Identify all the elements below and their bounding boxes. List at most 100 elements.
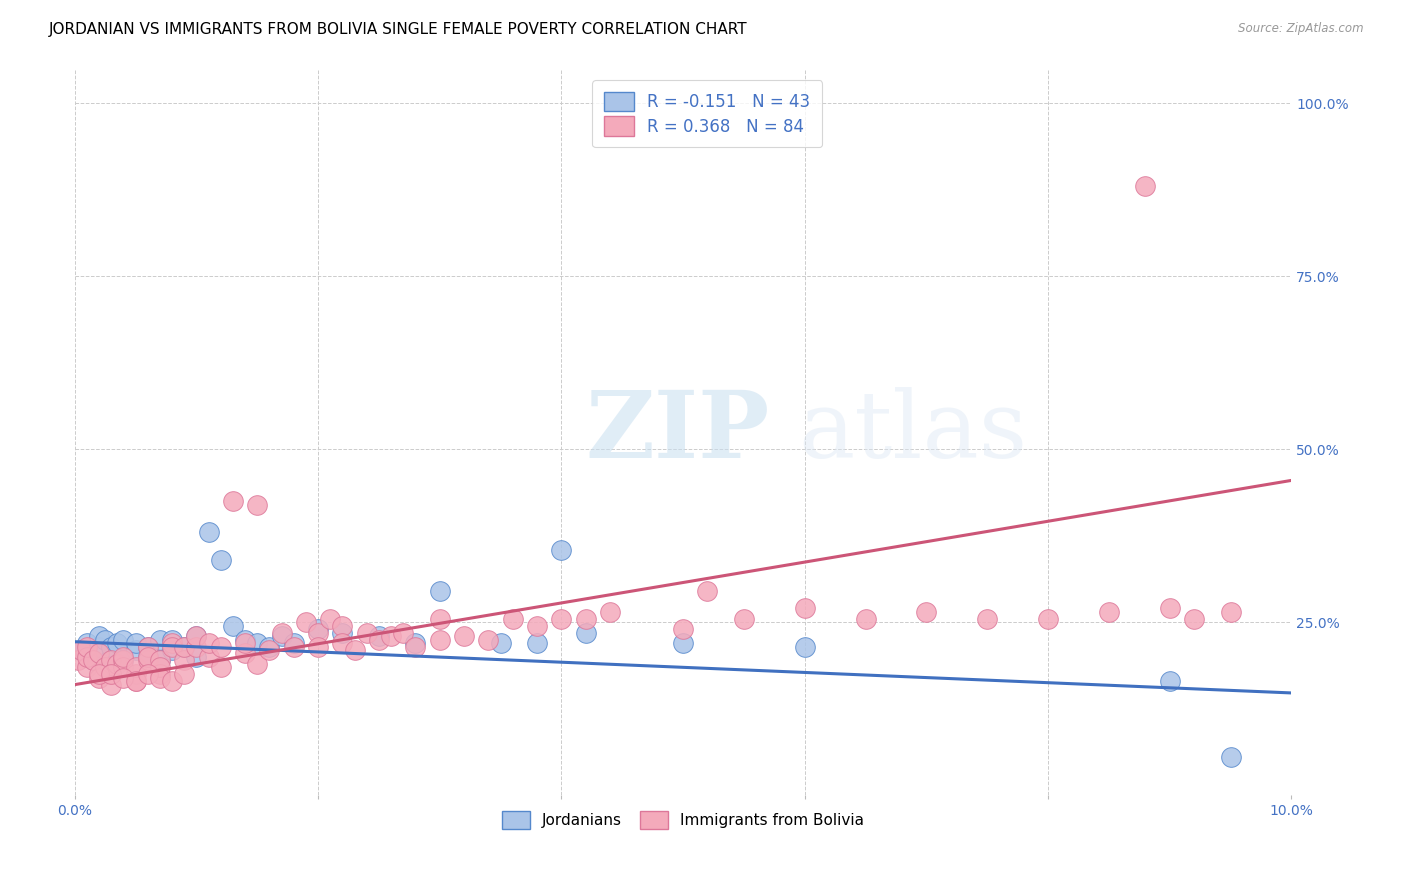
Point: [1219, 605, 1241, 619]
Point: [186, 649, 208, 664]
Text: ZIP: ZIP: [586, 387, 770, 477]
Point: [270, 625, 292, 640]
Point: [599, 605, 621, 619]
Text: atlas: atlas: [799, 387, 1028, 477]
Point: [112, 649, 135, 664]
Point: [160, 643, 183, 657]
Point: [82, 653, 104, 667]
Point: [87, 640, 110, 654]
Point: [124, 660, 146, 674]
Point: [246, 498, 269, 512]
Point: [209, 553, 232, 567]
Point: [429, 584, 451, 599]
Point: [100, 640, 122, 654]
Point: [100, 667, 122, 681]
Point: [94, 632, 117, 647]
Point: [136, 649, 159, 664]
Point: [173, 667, 195, 681]
Point: [1135, 179, 1157, 194]
Point: [112, 653, 135, 667]
Point: [173, 640, 195, 654]
Point: [404, 640, 426, 654]
Point: [392, 625, 415, 640]
Point: [136, 640, 159, 654]
Point: [502, 612, 524, 626]
Point: [367, 632, 389, 647]
Point: [112, 671, 135, 685]
Point: [209, 640, 232, 654]
Legend: Jordanians, Immigrants from Bolivia: Jordanians, Immigrants from Bolivia: [496, 805, 870, 835]
Point: [67, 653, 90, 667]
Point: [283, 636, 305, 650]
Point: [149, 653, 172, 667]
Point: [307, 640, 329, 654]
Point: [94, 660, 117, 674]
Point: [186, 629, 208, 643]
Point: [112, 660, 135, 674]
Point: [550, 542, 572, 557]
Point: [100, 649, 122, 664]
Point: [330, 636, 353, 650]
Point: [429, 612, 451, 626]
Point: [672, 622, 695, 636]
Point: [330, 625, 353, 640]
Point: [100, 678, 122, 692]
Point: [197, 525, 219, 540]
Point: [1098, 605, 1121, 619]
Point: [246, 657, 269, 671]
Point: [124, 667, 146, 681]
Point: [69, 643, 91, 657]
Point: [173, 640, 195, 654]
Point: [149, 660, 172, 674]
Point: [100, 667, 122, 681]
Point: [233, 647, 256, 661]
Point: [82, 653, 104, 667]
Point: [149, 653, 172, 667]
Point: [404, 636, 426, 650]
Point: [367, 629, 389, 643]
Point: [380, 629, 402, 643]
Point: [307, 622, 329, 636]
Point: [160, 640, 183, 654]
Point: [915, 605, 938, 619]
Point: [672, 636, 695, 650]
Point: [489, 636, 512, 650]
Point: [1159, 674, 1181, 689]
Point: [69, 643, 91, 657]
Point: [100, 653, 122, 667]
Point: [1036, 612, 1059, 626]
Point: [1182, 612, 1205, 626]
Text: JORDANIAN VS IMMIGRANTS FROM BOLIVIA SINGLE FEMALE POVERTY CORRELATION CHART: JORDANIAN VS IMMIGRANTS FROM BOLIVIA SIN…: [49, 22, 748, 37]
Point: [136, 653, 159, 667]
Point: [259, 643, 281, 657]
Point: [550, 612, 572, 626]
Point: [87, 647, 110, 661]
Point: [149, 671, 172, 685]
Point: [87, 671, 110, 685]
Point: [356, 625, 378, 640]
Point: [87, 667, 110, 681]
Point: [76, 660, 98, 674]
Point: [575, 612, 598, 626]
Point: [526, 619, 548, 633]
Point: [696, 584, 718, 599]
Point: [136, 640, 159, 654]
Point: [575, 625, 598, 640]
Point: [197, 649, 219, 664]
Point: [976, 612, 998, 626]
Point: [136, 667, 159, 681]
Point: [429, 632, 451, 647]
Point: [733, 612, 755, 626]
Point: [526, 636, 548, 650]
Point: [259, 640, 281, 654]
Point: [283, 640, 305, 654]
Point: [124, 674, 146, 689]
Point: [87, 629, 110, 643]
Point: [186, 629, 208, 643]
Point: [855, 612, 877, 626]
Point: [105, 657, 128, 671]
Point: [233, 632, 256, 647]
Point: [186, 640, 208, 654]
Point: [246, 636, 269, 650]
Point: [453, 629, 475, 643]
